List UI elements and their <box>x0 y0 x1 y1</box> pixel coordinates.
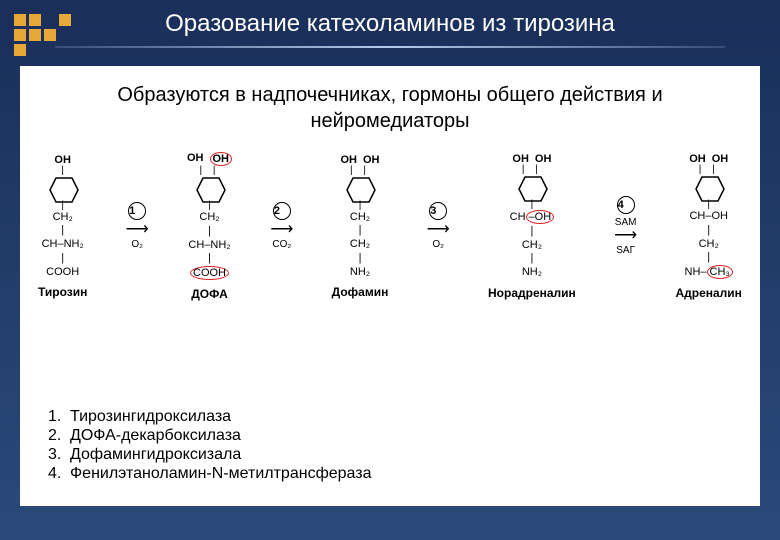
hydroxyl-groups: OH <box>38 154 87 166</box>
step-number: 2 <box>273 202 291 220</box>
step-number: 3 <box>429 202 447 220</box>
reaction-arrow: 2⟶CO₂ <box>258 202 306 250</box>
content-panel: Образуются в надпочечниках, гормоны обще… <box>20 66 760 506</box>
benzene-ring <box>49 177 77 201</box>
molecule-name: Дофамин <box>332 285 389 299</box>
enzyme-name: Тирозингидроксилаза <box>70 408 231 426</box>
benzene-ring <box>518 176 546 200</box>
side-chain: CH–OH|CH₂|NH₂ <box>488 210 576 280</box>
benzene-ring <box>196 177 224 201</box>
enzyme-item: 2.ДОФА-декарбоксилаза <box>48 427 371 445</box>
arrow-icon: ⟶ <box>126 222 149 238</box>
side-chain: CH–OH|CH₂|NH–CH₃ <box>675 210 741 280</box>
reaction-diagram: OH||CH₂|CH–NH₂|COOHТирозин1⟶O₂OHOH| ||CH… <box>34 152 746 301</box>
step-number: 4 <box>617 196 635 214</box>
slide-title: Оразование катехоламинов из тирозина <box>0 0 780 38</box>
hydroxyl-groups: OHOH <box>332 154 389 166</box>
decorative-squares <box>14 14 71 56</box>
molecule: OH||CH₂|CH–NH₂|COOHТирозин <box>38 154 87 300</box>
enzyme-name: ДОФА-декарбоксилаза <box>70 427 241 445</box>
title-underline <box>55 46 726 48</box>
benzene-ring <box>695 176 723 200</box>
enzyme-item: 4.Фенилэтаноламин-N-метилтрансфераза <box>48 465 371 483</box>
enzyme-name: Дофамингидроксизала <box>70 446 241 464</box>
molecule-name: Адреналин <box>675 286 741 300</box>
molecule: OHOH| ||CH–OH|CH₂|NH–CH₃Адреналин <box>675 153 741 300</box>
molecule-name: ДОФА <box>187 287 232 301</box>
subtitle: Образуются в надпочечниках, гормоны обще… <box>34 82 746 134</box>
molecule-name: Норадреналин <box>488 286 576 300</box>
molecule-name: Тирозин <box>38 285 87 299</box>
molecule: OHOH| ||CH₂|CH₂|NH₂Дофамин <box>332 154 389 300</box>
reaction-arrow: 1⟶O₂ <box>113 202 161 250</box>
hydroxyl-groups: OHOH <box>187 152 232 166</box>
enzyme-item: 3.Дофамингидроксизала <box>48 446 371 464</box>
arrow-icon: ⟶ <box>614 228 637 244</box>
enzyme-list: 1.Тирозингидроксилаза2.ДОФА-декарбоксила… <box>48 407 371 484</box>
subtitle-line1: Образуются в надпочечниках, гормоны обще… <box>117 84 662 106</box>
side-chain: CH₂|CH–NH₂|COOH <box>38 211 87 280</box>
enzyme-item: 1.Тирозингидроксилаза <box>48 408 371 426</box>
subtitle-line2: нейромедиаторы <box>310 110 469 132</box>
side-chain: CH₂|CH–NH₂|COOH <box>187 211 232 281</box>
arrow-icon: ⟶ <box>427 222 450 238</box>
arrow-icon: ⟶ <box>270 222 293 238</box>
side-chain: CH₂|CH₂|NH₂ <box>332 211 389 280</box>
reaction-arrow: 3⟶O₂ <box>414 202 462 250</box>
step-number: 1 <box>128 202 146 220</box>
reaction-arrow: 4SAM⟶SAГ <box>602 196 650 256</box>
molecule: OHOH| ||CH–OH|CH₂|NH₂Норадреналин <box>488 153 576 300</box>
enzyme-name: Фенилэтаноламин-N-метилтрансфераза <box>70 465 371 483</box>
molecule: OHOH| ||CH₂|CH–NH₂|COOHДОФА <box>187 152 232 301</box>
benzene-ring <box>346 177 374 201</box>
